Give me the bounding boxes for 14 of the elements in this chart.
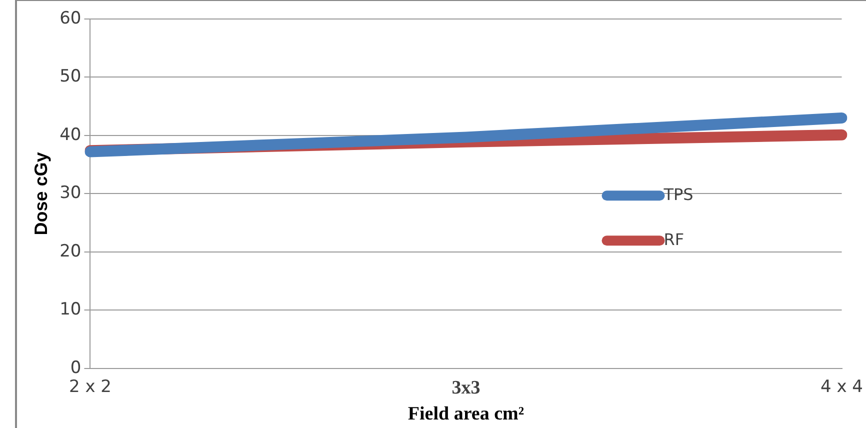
y-tick-label: 40 bbox=[60, 124, 82, 145]
y-tick-label: 20 bbox=[60, 241, 82, 262]
x-axis-title: Field area cm² bbox=[408, 404, 524, 425]
x-tick-label: 2 x 2 bbox=[68, 377, 112, 398]
legend-label: RF bbox=[664, 230, 684, 249]
y-tick-label: 0 bbox=[70, 358, 82, 378]
y-tick-label: 60 bbox=[60, 8, 82, 28]
x-tick-label: 4 x 4 bbox=[820, 377, 863, 398]
x-tick-label: 3x3 bbox=[452, 378, 480, 399]
y-axis-title: Dose cGy bbox=[30, 152, 51, 236]
y-tick-label: 30 bbox=[60, 183, 82, 204]
y-tick-label: 10 bbox=[60, 300, 82, 320]
y-tick-label: 50 bbox=[60, 66, 82, 87]
legend-label: TPS bbox=[662, 184, 694, 204]
